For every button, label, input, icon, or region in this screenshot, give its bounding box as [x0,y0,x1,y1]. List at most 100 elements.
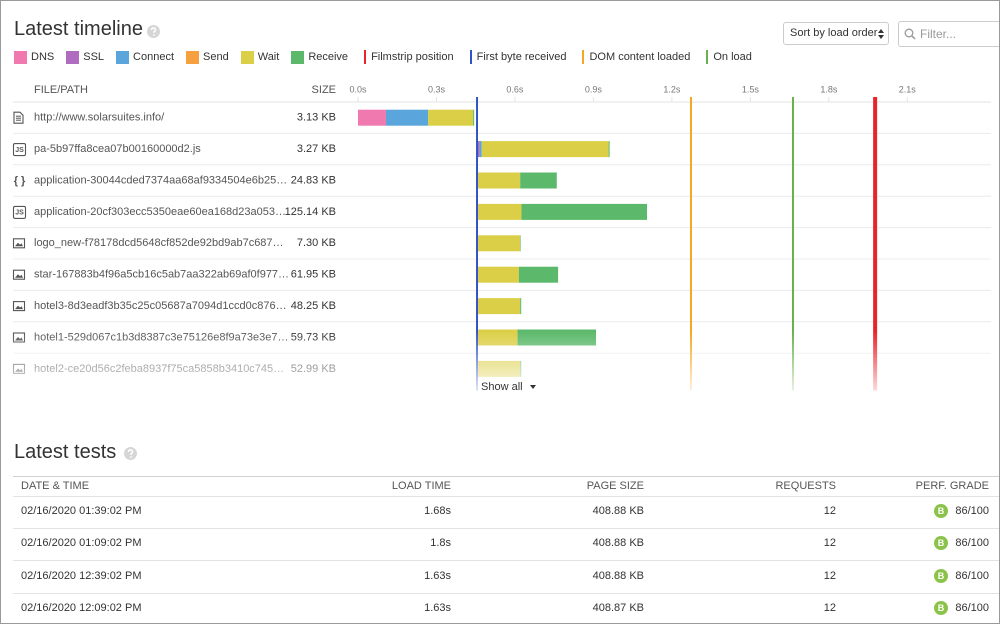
file-size: 125.14 KB [285,206,336,218]
x-tick-label: 0.0s [349,84,367,94]
timing-segment [358,109,386,126]
icon-shape [15,242,23,247]
table-cell: 12 [823,601,836,614]
grade-badge: B [934,600,948,615]
legend-item: Send [186,50,229,64]
timing-segment [521,203,648,220]
request-icon [13,111,24,124]
table-line [13,476,999,477]
legend-item: DOM content loaded [578,50,690,64]
column-header: PAGE SIZE [586,480,644,492]
table-cell: 1.63s [424,601,451,614]
file-size: 61.95 KB [291,269,336,281]
legend-label: Wait [257,51,280,63]
help-icon[interactable] [147,25,160,38]
x-tick-label: 1.8s [820,84,838,94]
legend-marker [469,50,472,64]
timing-segment [385,109,429,126]
column-header: FILE/PATH [34,84,88,96]
score: 86/100 [955,537,989,550]
table-cell: 02/16/2020 12:09:02 PM [21,601,142,614]
file-size: 24.83 KB [291,174,336,186]
legend-swatch [186,50,200,64]
legend-swatch [116,50,130,64]
file-size: 3.13 KB [297,112,336,124]
timing-segment [478,298,521,315]
file-path: hotel3-8d3eadf3b35c25c05687a7094d1ccd0c8… [34,300,287,312]
legend-item: Wait [240,50,280,64]
icon-label: JS [15,147,24,154]
x-tick-label: 0.6s [506,84,524,94]
table-cell: 1.63s [424,569,451,582]
icon-shape [12,238,26,249]
request-icon [12,301,26,312]
icon-shape [13,111,24,124]
table-cell: 02/16/2020 01:09:02 PM [21,537,142,550]
score: 86/100 [955,569,989,582]
timing-segment [478,203,522,220]
file-path: application-30044cded7374aa68af9334504e6… [34,174,287,186]
fade-overlay [1,331,999,392]
legend-marker [582,50,585,64]
x-tick-label: 1.5s [742,84,760,94]
icon-shape [12,269,26,280]
legend-item: Filmstrip position [360,50,454,64]
table-cell: 02/16/2020 12:39:02 PM [21,569,142,582]
timeline-chart: FILE/PATH SIZE 0.0s 0.3s 0.6s 0.9s 1.2s 1.5s 1.8… [1,84,999,392]
filter-input[interactable]: Filter... [898,21,999,47]
sort-select[interactable]: Sort by load order [783,22,889,45]
legend-label: DOM content loaded [589,51,691,63]
legend-item: DNS [14,50,55,64]
icon-label: JS [15,210,24,217]
x-tick-label: 2.1s [899,84,917,94]
legend-swatch [14,50,27,64]
table-cell: 408.88 KB [592,537,644,550]
show-all-label: Show all [481,381,523,393]
file-size: 7.30 KB [297,237,336,249]
legend-label: On load [713,51,752,63]
column-header: SIZE [312,84,336,96]
table-line [13,496,999,497]
show-all-button[interactable]: Show all [481,381,536,393]
x-tick-label: 0.3s [428,84,446,94]
legend-item: Receive [291,50,349,64]
legend: DNS SSL Connect Send Wait Receive Filmstrip po… [14,50,764,64]
column-header: DATE & TIME [21,480,90,492]
grade-badge: B [934,568,948,583]
legend-label: Receive [308,51,349,63]
search-icon [904,28,916,40]
table-line [13,528,999,529]
icon-shape [15,305,23,310]
file-path: pa-5b97ffa8cea07b00160000d2.js [34,143,201,155]
legend-marker [364,50,367,64]
legend-label: SSL [83,51,105,63]
table-cell: 1.68s [424,505,451,517]
legend-label: Send [203,51,229,63]
file-path: application-20cf303ecc5350eae60ea168d23a… [34,206,286,218]
filter-placeholder: Filter... [920,27,957,41]
request-icon: JS [12,205,27,219]
legend-swatch [66,50,80,64]
legend-item: First byte received [466,50,566,64]
table-cell: 1.8s [430,537,451,550]
icon-shape [12,301,26,312]
timing-segment [428,109,474,126]
table-line [13,560,999,562]
icon-label: { } [14,175,26,187]
timing-segment [478,266,519,283]
timeline-title: Latest timeline [14,18,143,40]
timing-segment [478,172,521,189]
table-cell: 12 [823,569,836,582]
request-icon [12,238,26,249]
timing-segment [520,298,522,315]
file-path: star-167883b4f96a5cb16c5ab7aa322ab69af0f… [34,269,289,281]
table-cell: 408.88 KB [592,569,644,582]
timing-segment [481,141,609,158]
score: 86/100 [955,601,989,614]
legend-label: DNS [31,51,55,63]
help-icon[interactable] [124,447,137,460]
table-cell: 408.87 KB [592,601,644,614]
file-path: http://www.solarsuites.info/ [34,112,165,124]
legend-swatch [291,50,305,64]
